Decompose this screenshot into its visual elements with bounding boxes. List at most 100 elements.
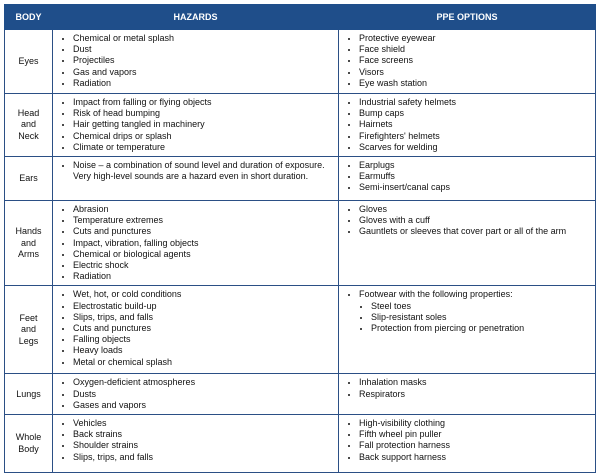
body-part: Head and Neck — [17, 108, 40, 141]
hazard: Heavy loads — [73, 345, 332, 356]
row: Feet and Legs Wet, hot, or cold condition… — [4, 285, 596, 375]
hazard: Abrasion — [73, 204, 332, 215]
body-cell: Lungs — [4, 373, 53, 416]
body-part: Hands and Arms — [15, 226, 42, 259]
hazard-list: AbrasionTemperature extremesCuts and pun… — [59, 204, 332, 282]
row: Ears Noise – a combination of sound level… — [4, 156, 596, 202]
hazard: Impact, vibration, falling objects — [73, 238, 332, 249]
hazard: Impact from falling or flying objects — [73, 97, 332, 108]
body-cell: Ears — [4, 156, 53, 202]
hazard: Wet, hot, or cold conditions — [73, 289, 332, 300]
ppe-option-list: EarplugsEarmuffsSemi-insert/canal caps — [345, 160, 589, 194]
hazard-list: Chemical or metal splashDustProjectilesG… — [59, 33, 332, 89]
ppe-table: BODY HAZARDS PPE OPTIONS Eyes Chemical or… — [4, 4, 596, 473]
hazard: Gases and vapors — [73, 400, 332, 411]
body-cell: Hands and Arms — [4, 200, 53, 287]
hazard: Electric shock — [73, 260, 332, 271]
hazard: Cuts and punctures — [73, 323, 332, 334]
row: Hands and Arms AbrasionTemperature extrem… — [4, 200, 596, 287]
hazard-list: VehiclesBack strainsShoulder strainsSlip… — [59, 418, 332, 463]
ppe-option: Visors — [359, 67, 589, 78]
ppe-option: Scarves for welding — [359, 142, 589, 153]
ppe-option: Earmuffs — [359, 171, 589, 182]
ppe-sub-option: Steel toes — [371, 301, 589, 312]
ppe-option: Footwear with the following properties:S… — [359, 289, 589, 334]
ppe-option: Gloves with a cuff — [359, 215, 589, 226]
body-part: Feet and Legs — [18, 313, 39, 346]
hazard-list: Oxygen-deficient atmospheresDustsGases a… — [59, 377, 332, 411]
hazard-list: Wet, hot, or cold conditionsElectrostati… — [59, 289, 332, 367]
ppe-option: Back support harness — [359, 452, 589, 463]
ppe-option: Inhalation masks — [359, 377, 589, 388]
ppe-sub-option: Slip-resistant soles — [371, 312, 589, 323]
hazard: Oxygen-deficient atmospheres — [73, 377, 332, 388]
hazard-list: Noise – a combination of sound level and… — [59, 160, 332, 182]
hazard: Dusts — [73, 389, 332, 400]
ppe-option-list: Footwear with the following properties:S… — [345, 289, 589, 334]
header-cell: BODY — [4, 4, 53, 30]
body-part: Ears — [19, 172, 38, 183]
ppe-option-list: GlovesGloves with a cuffGauntlets or sle… — [345, 204, 589, 238]
hazard: Falling objects — [73, 334, 332, 345]
hazard: Hair getting tangled in machinery — [73, 119, 332, 130]
ppe-option: Respirators — [359, 389, 589, 400]
ppe-cell: GlovesGloves with a cuffGauntlets or sle… — [338, 200, 596, 287]
hazards-cell: Noise – a combination of sound level and… — [52, 156, 339, 202]
ppe-option-list: High-visibility clothingFifth wheel pin … — [345, 418, 589, 463]
hazard: Dust — [73, 44, 332, 55]
header-cell: HAZARDS — [52, 4, 339, 30]
body-cell: Whole Body — [4, 414, 53, 473]
hazard-list: Impact from falling or flying objectsRis… — [59, 97, 332, 153]
ppe-option: Semi-insert/canal caps — [359, 182, 589, 193]
ppe-cell: Protective eyewearFace shieldFace screen… — [338, 29, 596, 94]
ppe-sub-option-list: Steel toesSlip-resistant solesProtection… — [359, 301, 589, 335]
ppe-option: Eye wash station — [359, 78, 589, 89]
ppe-option: Fall protection harness — [359, 440, 589, 451]
hazard: Vehicles — [73, 418, 332, 429]
hazard: Electrostatic build-up — [73, 301, 332, 312]
hazards-cell: Wet, hot, or cold conditionsElectrostati… — [52, 285, 339, 375]
body-cell: Feet and Legs — [4, 285, 53, 375]
hazards-cell: Oxygen-deficient atmospheresDustsGases a… — [52, 373, 339, 416]
ppe-option: Face shield — [359, 44, 589, 55]
hazard: Gas and vapors — [73, 67, 332, 78]
ppe-option: Face screens — [359, 55, 589, 66]
ppe-option: Hairnets — [359, 119, 589, 130]
ppe-option: Gauntlets or sleeves that cover part or … — [359, 226, 589, 237]
hazards-cell: Chemical or metal splashDustProjectilesG… — [52, 29, 339, 94]
row: Eyes Chemical or metal splashDustProjecti… — [4, 29, 596, 94]
hazard: Slips, trips, and falls — [73, 452, 332, 463]
ppe-option-list: Inhalation masksRespirators — [345, 377, 589, 399]
ppe-sub-option: Protection from piercing or penetration — [371, 323, 589, 334]
ppe-option: Firefighters' helmets — [359, 131, 589, 142]
ppe-cell: EarplugsEarmuffsSemi-insert/canal caps — [338, 156, 596, 202]
ppe-option: Fifth wheel pin puller — [359, 429, 589, 440]
hazard: Cuts and punctures — [73, 226, 332, 237]
hazard: Chemical or metal splash — [73, 33, 332, 44]
ppe-cell: Inhalation masksRespirators — [338, 373, 596, 416]
hazards-cell: Impact from falling or flying objectsRis… — [52, 92, 339, 158]
ppe-option: Bump caps — [359, 108, 589, 119]
ppe-option: Industrial safety helmets — [359, 97, 589, 108]
body-cell: Head and Neck — [4, 92, 53, 158]
row: Head and Neck Impact from falling or flyi… — [4, 92, 596, 158]
hazard: Noise – a combination of sound level and… — [73, 160, 332, 182]
body-part: Eyes — [18, 55, 39, 66]
hazard: Climate or temperature — [73, 142, 332, 153]
header-cell: PPE OPTIONS — [338, 4, 596, 30]
body-cell: Eyes — [4, 29, 53, 94]
body-part: Whole Body — [15, 432, 42, 454]
ppe-option-list: Industrial safety helmetsBump capsHairne… — [345, 97, 589, 153]
header-row: BODY HAZARDS PPE OPTIONS — [4, 4, 596, 30]
hazard: Chemical drips or splash — [73, 131, 332, 142]
row: Whole Body VehiclesBack strainsShoulder s… — [4, 414, 596, 473]
ppe-option: Protective eyewear — [359, 33, 589, 44]
hazard: Chemical or biological agents — [73, 249, 332, 260]
hazard: Radiation — [73, 78, 332, 89]
hazard: Projectiles — [73, 55, 332, 66]
hazard: Risk of head bumping — [73, 108, 332, 119]
hazards-cell: AbrasionTemperature extremesCuts and pun… — [52, 200, 339, 287]
hazards-cell: VehiclesBack strainsShoulder strainsSlip… — [52, 414, 339, 473]
body-part: Lungs — [16, 388, 41, 399]
